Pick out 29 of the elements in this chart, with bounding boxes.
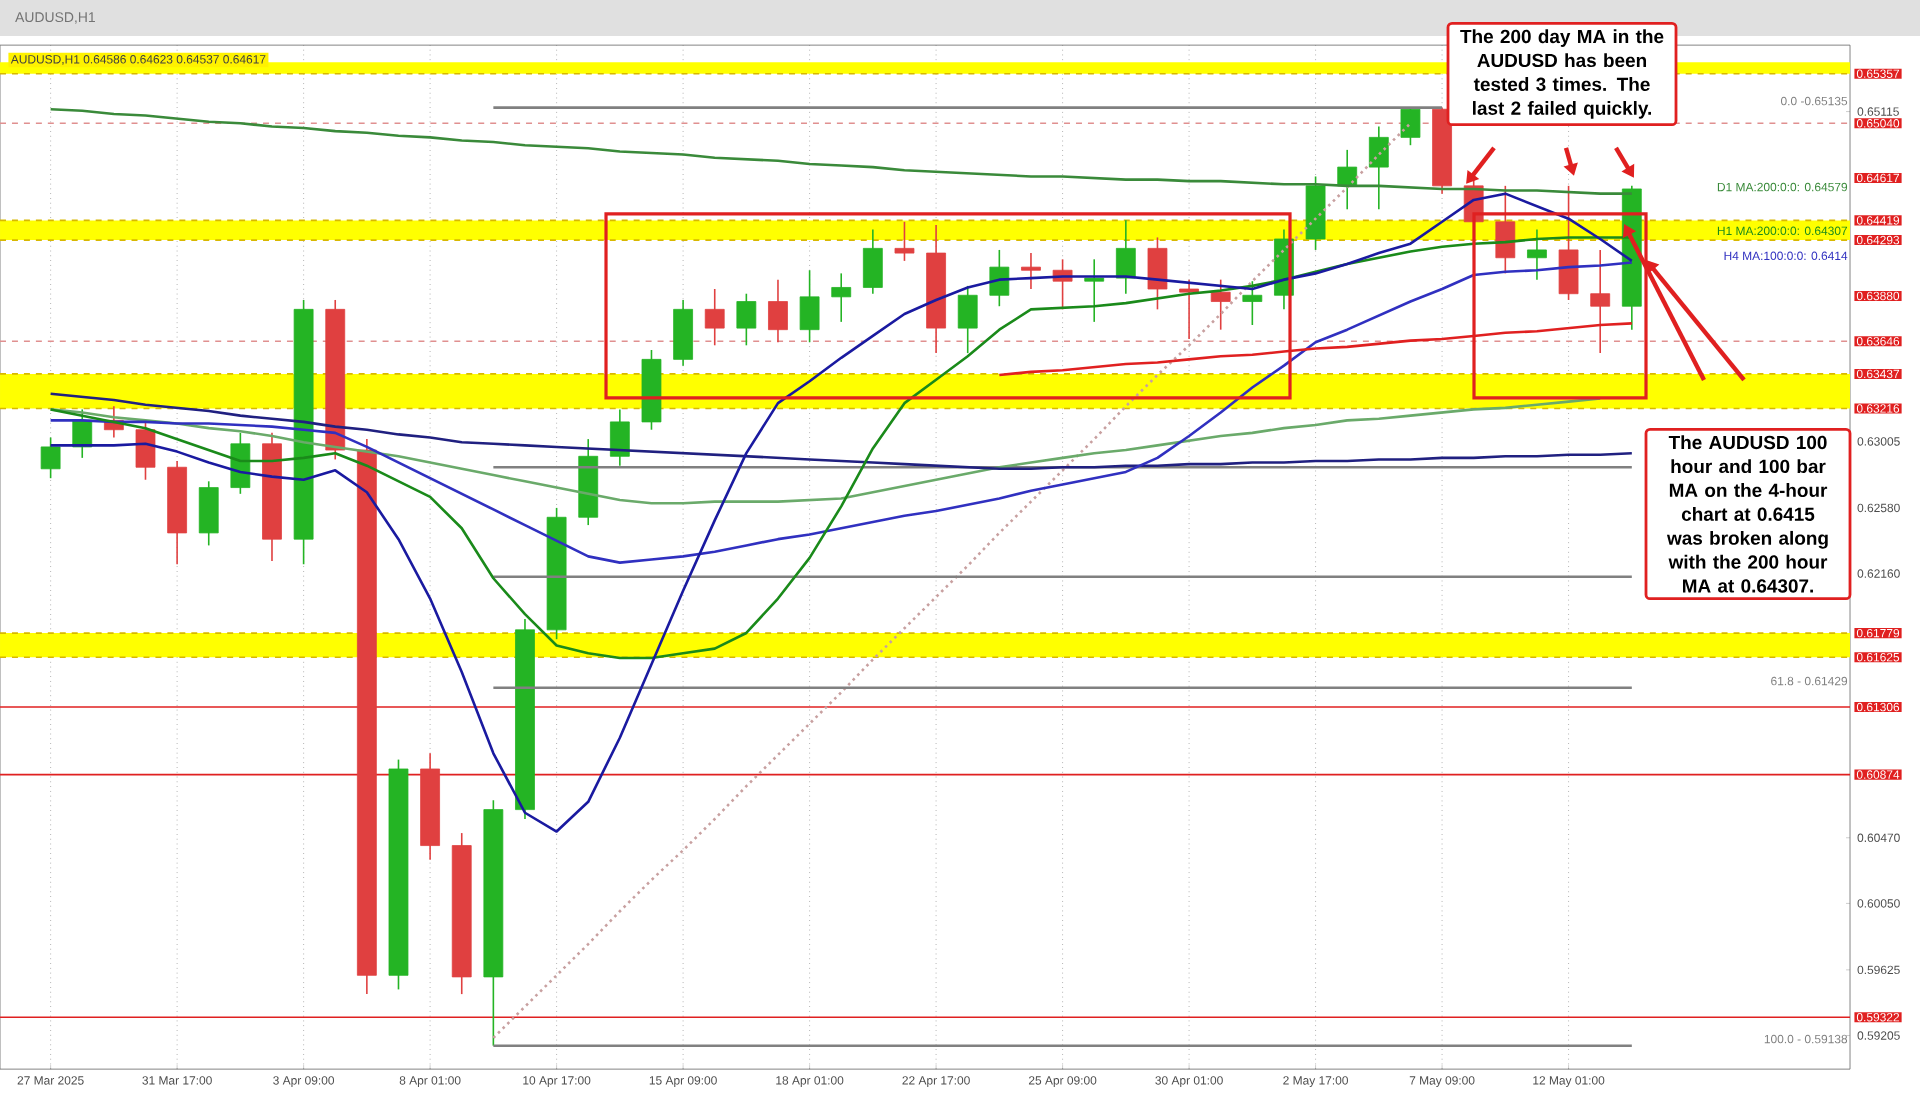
candlestick [1179, 278, 1199, 340]
candlestick [1242, 280, 1263, 326]
candlestick [1337, 149, 1358, 211]
candlestick [831, 272, 852, 323]
candlestick [1115, 219, 1136, 295]
candlestick [768, 278, 788, 343]
candlestick [1495, 185, 1516, 275]
candlestick [736, 292, 757, 347]
text: The AUDUSD 100 hour and 100 bar MA on the 4-hour chart at 0.6415 was broken along with the 200 hour MA at 0.64307. [1666, 435, 1828, 593]
candlestick [609, 408, 630, 467]
candlestick [1147, 236, 1168, 311]
candlestick [989, 249, 1010, 308]
candlestick [40, 436, 61, 479]
candlestick [198, 480, 219, 547]
candlestick [894, 220, 915, 262]
candlestick [1527, 228, 1547, 281]
annotation: The 200 day MA in the AUDUSD has been tested 3 times. The last 2 failed quickly. [1460, 29, 1664, 119]
candlestick [1400, 106, 1421, 146]
candlestick [799, 269, 820, 343]
candlestick [957, 285, 978, 354]
candlestick [1368, 125, 1389, 211]
candlestick [1558, 185, 1579, 301]
candlestick [1590, 249, 1611, 354]
candlestick [704, 288, 725, 347]
candlestick [862, 228, 883, 295]
candlestick [1021, 252, 1041, 290]
candlestick [1210, 278, 1231, 331]
candlestick [135, 421, 156, 481]
candlestick [1084, 258, 1105, 323]
